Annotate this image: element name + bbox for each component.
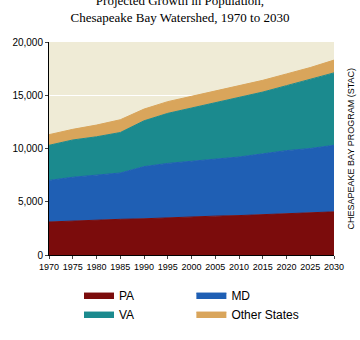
svg-text:Projected Growth in Population: Projected Growth in Population,Chesapeak… [71, 0, 290, 25]
svg-text:10,000: 10,000 [12, 143, 43, 154]
svg-text:MD: MD [231, 289, 250, 303]
svg-text:Other States: Other States [231, 308, 298, 322]
svg-text:VA: VA [119, 308, 134, 322]
svg-text:2005: 2005 [205, 262, 225, 272]
svg-text:2025: 2025 [300, 262, 320, 272]
svg-text:1995: 1995 [158, 262, 178, 272]
svg-text:PA: PA [119, 289, 134, 303]
svg-text:1975: 1975 [63, 262, 83, 272]
svg-text:2030: 2030 [324, 262, 344, 272]
svg-text:1990: 1990 [134, 262, 154, 272]
svg-text:CHESAPEAKE BAY PROGRAM (STAC): CHESAPEAKE BAY PROGRAM (STAC) [346, 68, 356, 230]
svg-text:2020: 2020 [276, 262, 296, 272]
svg-text:2010: 2010 [229, 262, 249, 272]
svg-text:0: 0 [37, 250, 43, 261]
svg-text:20,000: 20,000 [12, 37, 43, 48]
svg-text:2015: 2015 [253, 262, 273, 272]
svg-text:1970: 1970 [39, 262, 59, 272]
svg-text:1985: 1985 [110, 262, 130, 272]
svg-text:15,000: 15,000 [12, 90, 43, 101]
svg-text:1980: 1980 [86, 262, 106, 272]
svg-text:2000: 2000 [181, 262, 201, 272]
svg-text:5,000: 5,000 [18, 196, 43, 207]
